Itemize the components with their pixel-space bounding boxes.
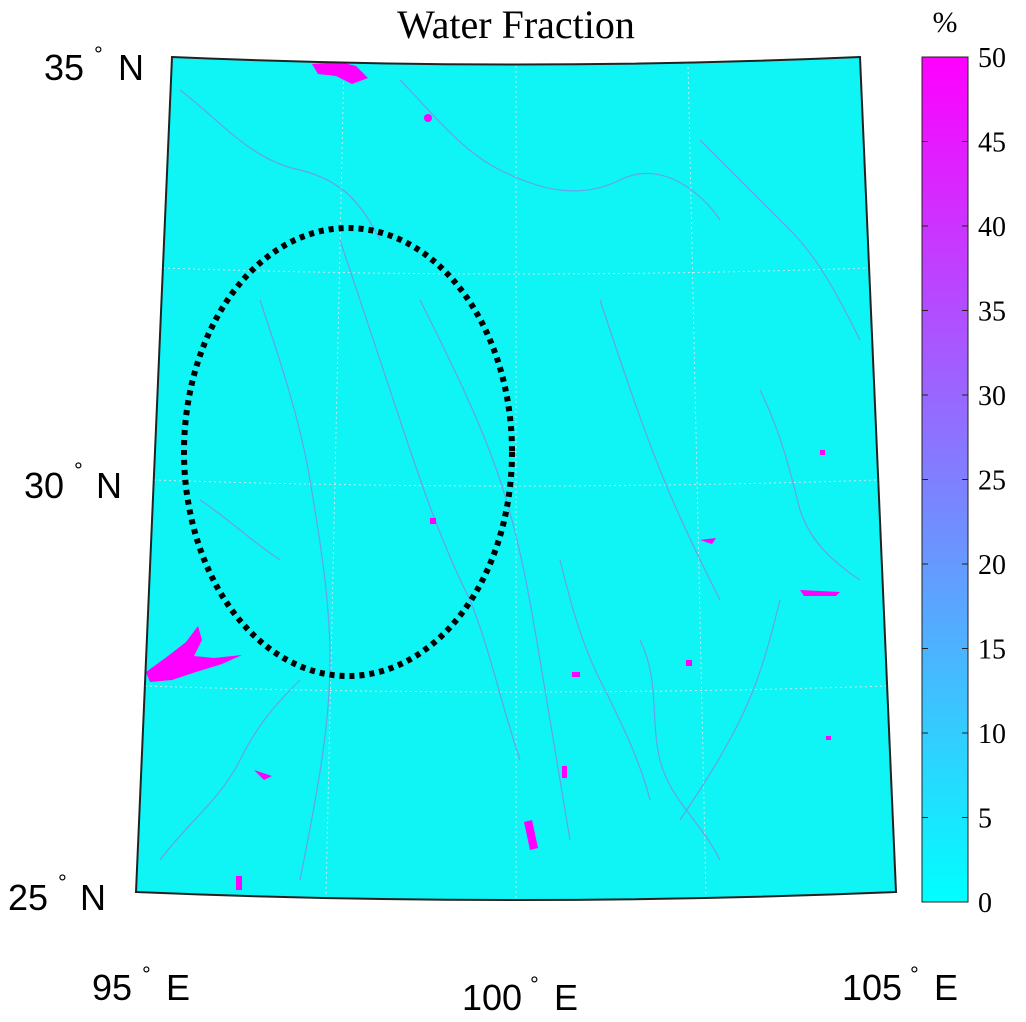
lon-label-hemi: E bbox=[166, 967, 190, 1008]
river-line bbox=[699, 139, 861, 341]
degree-symbol: ° bbox=[910, 962, 919, 987]
lat-label-deg: 30 bbox=[24, 465, 64, 506]
lat-label-hemi: N bbox=[118, 47, 144, 88]
river-line bbox=[199, 499, 281, 561]
longitude-labels: 95 ° E 100 ° E 105 ° E bbox=[92, 962, 958, 1018]
map-background bbox=[136, 57, 896, 900]
degree-symbol: ° bbox=[74, 458, 83, 483]
graticule bbox=[144, 61, 888, 900]
lon-label-105e: 105 ° E bbox=[842, 962, 958, 1008]
river-line bbox=[399, 79, 721, 221]
colorbar-tick-label: 45 bbox=[978, 128, 1006, 159]
water-patch bbox=[562, 766, 567, 778]
river-line bbox=[679, 599, 781, 821]
degree-symbol: ° bbox=[58, 870, 67, 895]
lon-label-deg: 95 bbox=[92, 967, 132, 1008]
lat-label-hemi: N bbox=[96, 465, 122, 506]
parallel-30n bbox=[153, 479, 879, 487]
water-patch bbox=[572, 672, 580, 677]
river-line bbox=[159, 679, 301, 861]
lat-label-35n: 35 ° N bbox=[44, 42, 144, 88]
lat-label-25n: 25 ° N bbox=[8, 870, 106, 918]
colorbar-tick-label: 50 bbox=[978, 43, 1006, 74]
lon-label-100e: 100 ° E bbox=[462, 972, 578, 1018]
lat-label-30n: 30 ° N bbox=[24, 458, 122, 506]
water-patch bbox=[820, 450, 825, 455]
colorbar-tick-label: 5 bbox=[978, 804, 992, 835]
colorbar-ticks: 0 5 10 15 20 25 30 35 40 45 50 bbox=[922, 43, 1006, 919]
water-patch bbox=[254, 770, 272, 780]
river-line bbox=[559, 559, 651, 801]
colorbar-tick-label: 40 bbox=[978, 212, 1006, 243]
degree-symbol: ° bbox=[94, 42, 103, 67]
lake-south bbox=[524, 820, 538, 850]
meridian-97-5e bbox=[325, 61, 345, 897]
river-line bbox=[179, 89, 381, 241]
lake-southwest bbox=[146, 626, 242, 682]
map-frame bbox=[134, 55, 898, 901]
river-line bbox=[599, 299, 721, 601]
map-title: Water Fraction bbox=[397, 2, 635, 47]
water-patch bbox=[236, 876, 242, 890]
colorbar-tick-label: 30 bbox=[978, 381, 1006, 412]
water-patch bbox=[686, 660, 692, 666]
river-line bbox=[259, 299, 331, 881]
colorbar-tick-label: 10 bbox=[978, 719, 1006, 750]
water-patch bbox=[800, 590, 840, 596]
lon-label-hemi: E bbox=[554, 977, 578, 1018]
lon-label-deg: 105 bbox=[842, 967, 902, 1008]
map-content bbox=[144, 61, 888, 900]
latitude-labels: 35 ° N 30 ° N 25 ° N bbox=[8, 42, 144, 918]
degree-symbol: ° bbox=[530, 972, 539, 997]
colorbar-gradient bbox=[921, 56, 969, 903]
river-line bbox=[339, 239, 521, 761]
water-patch bbox=[826, 736, 831, 740]
colorbar-tick-label: 0 bbox=[978, 888, 992, 919]
degree-symbol: ° bbox=[142, 962, 151, 987]
water-bodies bbox=[146, 62, 840, 890]
map-area bbox=[134, 55, 898, 901]
meridian-102-5e bbox=[687, 61, 707, 897]
lat-label-deg: 35 bbox=[44, 47, 84, 88]
water-patch bbox=[424, 114, 432, 122]
colorbar: % 0 5 10 15 20 25 30 35 40 45 50 bbox=[921, 6, 1006, 919]
lake-north bbox=[312, 62, 368, 84]
colorbar-tick-label: 15 bbox=[978, 635, 1006, 666]
lon-label-hemi: E bbox=[934, 967, 958, 1008]
river-line bbox=[419, 299, 571, 841]
highlight-ellipse bbox=[181, 225, 515, 679]
lon-label-deg: 100 bbox=[462, 977, 522, 1018]
parallel-32-5n bbox=[162, 267, 870, 275]
river-line bbox=[639, 639, 721, 861]
lon-label-95e: 95 ° E bbox=[92, 962, 190, 1008]
river-line bbox=[759, 389, 861, 581]
colorbar-tick-label: 20 bbox=[978, 550, 1006, 581]
lat-label-deg: 25 bbox=[8, 877, 48, 918]
water-patch bbox=[430, 518, 436, 524]
colorbar-tick-label: 35 bbox=[978, 297, 1006, 328]
water-patch bbox=[700, 538, 716, 544]
lat-label-hemi: N bbox=[80, 877, 106, 918]
colorbar-unit: % bbox=[933, 6, 958, 39]
colorbar-tick-label: 25 bbox=[978, 466, 1006, 497]
river-network bbox=[159, 79, 861, 881]
